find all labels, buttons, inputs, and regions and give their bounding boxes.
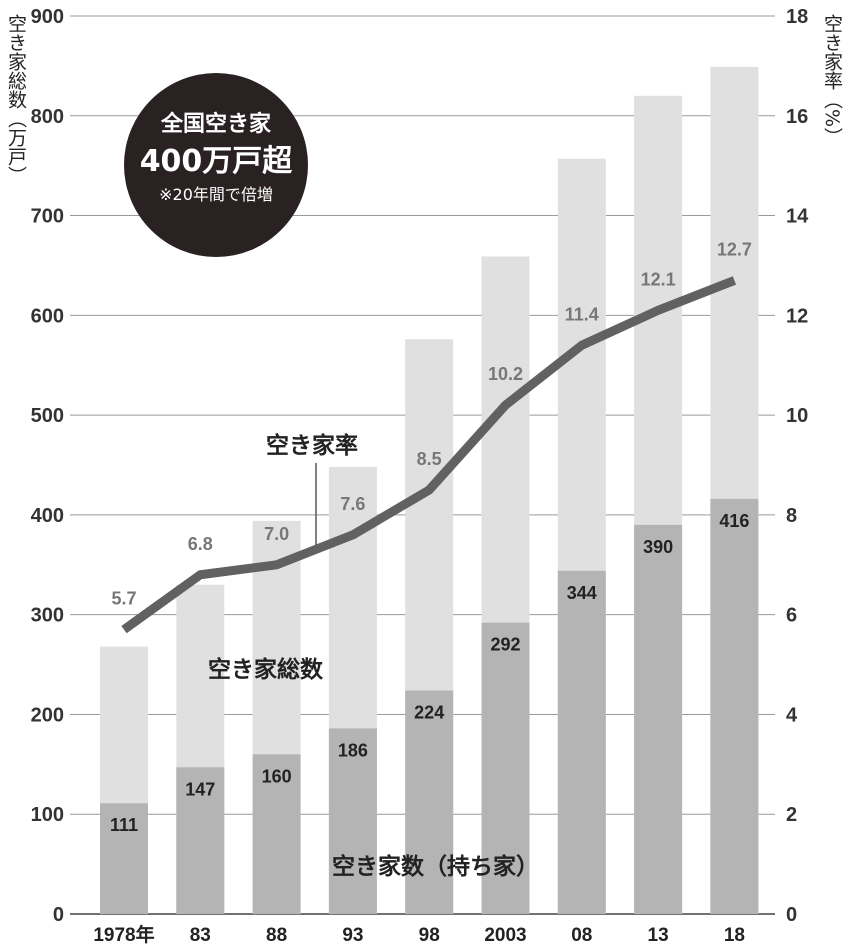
x-tick-label: 13 — [648, 925, 669, 946]
owned-value-label: 344 — [567, 583, 597, 603]
right-tick-label: 0 — [786, 904, 797, 926]
right-tick-label: 6 — [786, 605, 797, 627]
left-tick-label: 500 — [31, 405, 64, 427]
x-tick-label: 2003 — [484, 925, 526, 946]
owned-bar — [328, 728, 377, 914]
headline-badge: 全国空き家 400万戸超 ※20年間で倍増 — [124, 73, 308, 257]
owned-bar — [481, 622, 530, 914]
axis-ticks: 0 100 200 300 400 500 600 700 800 900 0 2 4 6 8 10 12 14 1… — [31, 6, 809, 946]
x-tick-label: 1978年 — [93, 923, 154, 946]
left-tick-label: 100 — [31, 804, 64, 826]
left-tick-label: 600 — [31, 305, 64, 327]
rate-value-label: 7.0 — [264, 524, 289, 544]
rate-line — [121, 276, 737, 634]
total-annotation: 空き家総数 — [208, 656, 324, 683]
badge-line2: 400万戸超 — [140, 144, 294, 179]
owned-value-label: 160 — [262, 766, 292, 786]
owned-bar — [634, 524, 683, 914]
right-axis-title: 空き家率（%） — [821, 14, 843, 146]
right-tick-label: 8 — [786, 505, 797, 527]
x-tick-label: 93 — [342, 925, 363, 946]
left-tick-label: 700 — [31, 206, 64, 228]
owned-bar — [176, 767, 225, 914]
owned-bar — [557, 570, 606, 914]
left-tick-label: 900 — [31, 6, 64, 28]
right-tick-label: 14 — [786, 206, 809, 228]
left-axis-title: 空き家総数（万戸） — [5, 14, 27, 185]
x-tick-label: 08 — [571, 925, 592, 946]
owned-value-label: 147 — [185, 779, 215, 799]
rate-series: 5.7 6.8 7.0 7.6 8.5 10.2 11.4 12.1 12.7 — [111, 239, 752, 634]
owned-bar — [405, 690, 454, 914]
owned-value-label: 111 — [110, 815, 138, 835]
rate-value-label: 8.5 — [417, 449, 442, 469]
rate-value-label: 11.4 — [565, 304, 599, 324]
right-tick-label: 10 — [786, 405, 808, 427]
x-tick-label: 83 — [190, 925, 211, 946]
badge-line1: 全国空き家 — [160, 111, 272, 137]
right-tick-label: 12 — [786, 305, 808, 327]
owned-bar — [100, 803, 148, 914]
owned-annotation: 空き家数（持ち家） — [332, 853, 539, 880]
owned-bar — [252, 754, 301, 914]
badge-line3: ※20年間で倍増 — [159, 185, 273, 204]
rate-value-label: 12.7 — [717, 239, 752, 259]
owned-bar — [710, 498, 759, 914]
rate-value-label: 10.2 — [488, 364, 523, 384]
rate-annotation: 空き家率 — [266, 432, 358, 459]
rate-value-label: 7.6 — [340, 494, 365, 514]
right-tick-label: 16 — [786, 106, 808, 128]
owned-value-label: 292 — [490, 635, 520, 655]
owned-value-label: 390 — [643, 537, 673, 557]
bars: 111 147 160 186 224 292 344 390 416 — [100, 66, 759, 915]
owned-value-label: 224 — [414, 702, 444, 722]
x-tick-label: 98 — [419, 925, 440, 946]
right-tick-label: 4 — [786, 704, 798, 726]
owned-value-label: 186 — [338, 740, 368, 760]
rate-value-label: 12.1 — [641, 269, 676, 289]
left-tick-label: 800 — [31, 106, 64, 128]
left-tick-label: 0 — [53, 904, 64, 926]
left-tick-label: 400 — [31, 505, 64, 527]
right-tick-label: 2 — [786, 804, 797, 826]
rate-value-label: 6.8 — [188, 534, 213, 554]
rate-value-label: 5.7 — [111, 589, 136, 609]
badge-circle — [124, 73, 308, 257]
left-tick-label: 300 — [31, 605, 64, 627]
left-tick-label: 200 — [31, 704, 64, 726]
x-tick-label: 18 — [724, 925, 745, 946]
x-tick-label: 88 — [266, 925, 287, 946]
owned-value-label: 416 — [719, 511, 749, 531]
right-tick-label: 18 — [786, 6, 808, 28]
